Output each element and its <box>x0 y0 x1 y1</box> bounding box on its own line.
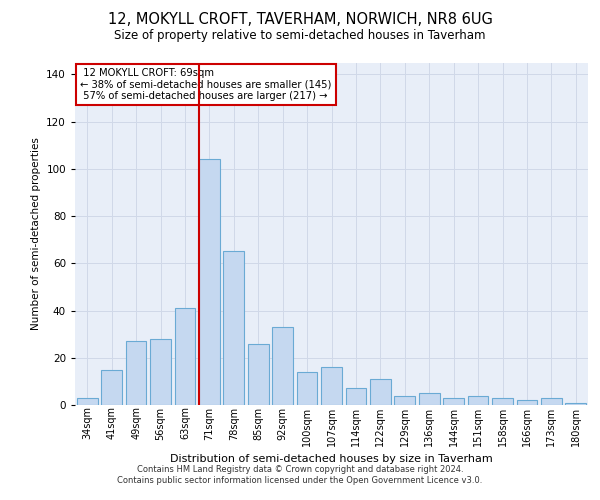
Text: Size of property relative to semi-detached houses in Taverham: Size of property relative to semi-detach… <box>114 29 486 42</box>
Bar <box>467 396 488 405</box>
Text: 12 MOKYLL CROFT: 69sqm
← 38% of semi-detached houses are smaller (145)
 57% of s: 12 MOKYLL CROFT: 69sqm ← 38% of semi-det… <box>80 68 332 101</box>
Bar <box>541 398 562 405</box>
X-axis label: Distribution of semi-detached houses by size in Taverham: Distribution of semi-detached houses by … <box>170 454 493 464</box>
Bar <box>321 367 342 405</box>
Bar <box>492 398 513 405</box>
Text: 12, MOKYLL CROFT, TAVERHAM, NORWICH, NR8 6UG: 12, MOKYLL CROFT, TAVERHAM, NORWICH, NR8… <box>107 12 493 28</box>
Bar <box>248 344 269 405</box>
Bar <box>272 327 293 405</box>
Bar <box>346 388 367 405</box>
Y-axis label: Number of semi-detached properties: Number of semi-detached properties <box>31 138 41 330</box>
Bar <box>565 402 586 405</box>
Bar <box>370 379 391 405</box>
Bar <box>125 341 146 405</box>
Bar <box>517 400 538 405</box>
Bar <box>77 398 98 405</box>
Bar <box>150 339 171 405</box>
Bar <box>394 396 415 405</box>
Bar <box>296 372 317 405</box>
Text: Contains public sector information licensed under the Open Government Licence v3: Contains public sector information licen… <box>118 476 482 485</box>
Bar <box>175 308 196 405</box>
Bar <box>419 393 440 405</box>
Bar <box>223 252 244 405</box>
Bar <box>443 398 464 405</box>
Text: Contains HM Land Registry data © Crown copyright and database right 2024.: Contains HM Land Registry data © Crown c… <box>137 465 463 474</box>
Bar <box>199 160 220 405</box>
Bar <box>101 370 122 405</box>
